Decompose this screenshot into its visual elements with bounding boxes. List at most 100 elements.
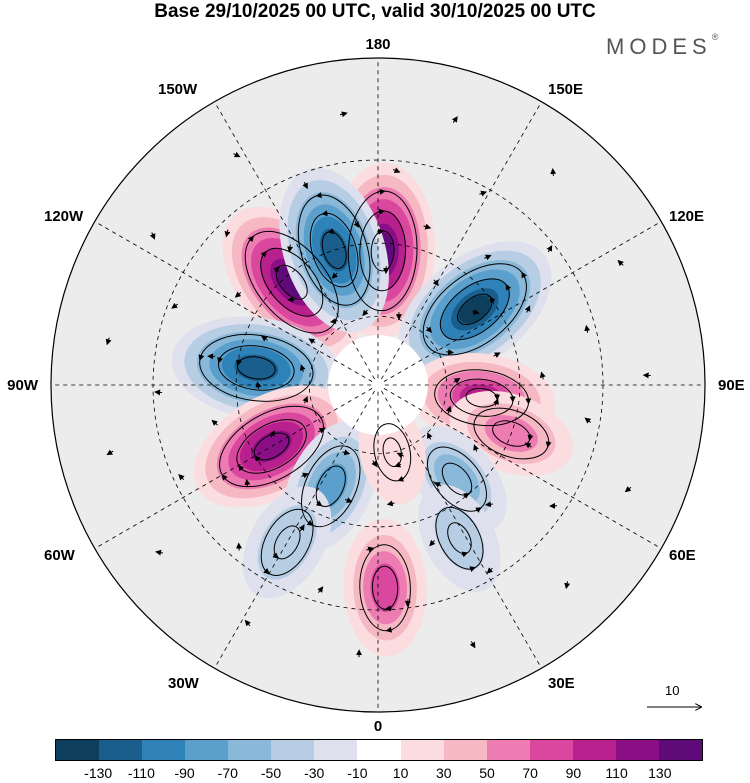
anomaly-field (171, 162, 574, 657)
lon-label-120w: 120W (44, 208, 84, 225)
wind-vector (396, 452, 405, 459)
colorbar-tick-label: -90 (174, 765, 195, 781)
streamline-arrow (377, 208, 386, 215)
meridian-line (94, 221, 373, 382)
lon-label-90e: 90E (718, 377, 745, 394)
wind-vector (154, 389, 163, 396)
streamline-arrow (527, 434, 534, 442)
wind-vector (429, 539, 436, 547)
streamline-arrow (469, 566, 476, 572)
wind-vector (362, 309, 369, 317)
wind-vector (445, 405, 452, 414)
streamline-arrow (397, 475, 405, 482)
wind-vector (299, 364, 306, 373)
wind-vector (233, 151, 241, 158)
graticule (51, 58, 705, 712)
wind-vector (155, 549, 164, 556)
wind-vector (427, 432, 433, 440)
wind-vector (486, 567, 494, 574)
colorbar-tick-label: -10 (347, 765, 368, 781)
meridian-line (381, 101, 542, 380)
streamline-arrow (260, 250, 267, 258)
colorbar-tick-label: -30 (304, 765, 325, 781)
colorbar-segment (142, 740, 186, 760)
wind-vector (318, 428, 326, 434)
colorbar-segment (56, 740, 100, 760)
wind-vector (261, 335, 268, 342)
wind-vector (339, 111, 348, 118)
wind-vector (301, 472, 309, 479)
wind-vector (331, 272, 338, 279)
streamline-arrow (238, 464, 245, 472)
wind-vector (371, 460, 378, 468)
lon-label-60w: 60W (44, 547, 75, 564)
wind-vector (329, 318, 338, 325)
wind-vector (234, 291, 242, 298)
meridian-line (214, 390, 375, 669)
wind-vector (149, 232, 156, 240)
wind-vector (302, 395, 309, 404)
wind-vector (484, 254, 492, 261)
wind-vector (342, 449, 351, 456)
wind-vector (392, 167, 401, 174)
wind-vector (617, 259, 624, 267)
streamline-arrow (545, 440, 552, 448)
streamline-arrow (254, 455, 261, 462)
colorbar-tick-label: 90 (565, 765, 582, 781)
registered-mark: ® (711, 32, 719, 42)
streamline-arrow (263, 568, 270, 575)
lon-label-150w: 150W (158, 81, 198, 98)
modes-logo: MODES® (606, 32, 719, 60)
anomaly-ridge-0E (343, 518, 427, 657)
lon-label-120e: 120E (669, 208, 705, 225)
wind-vector (353, 220, 360, 228)
colorbar-segment (271, 740, 315, 760)
lon-label-30e: 30E (548, 675, 575, 692)
streamline-arrow (384, 605, 392, 612)
meridian-line (383, 221, 662, 382)
colorbar-tick-label: -110 (127, 765, 155, 781)
lon-label-90w: 90W (7, 377, 38, 394)
streamline-arrow (221, 474, 228, 481)
polar-map (50, 57, 706, 713)
streamline-arrow (509, 395, 516, 403)
wind-vector (255, 381, 262, 390)
wind-vector (469, 641, 476, 649)
colorbar-segment (185, 740, 229, 760)
lon-label-0: 0 (373, 718, 383, 735)
wind-vector (287, 244, 294, 253)
wind-vector (473, 444, 479, 452)
wind-vector (211, 419, 218, 426)
streamline-arrow (306, 519, 314, 526)
streamlines (105, 111, 651, 658)
wind-vector (106, 449, 114, 456)
vector-scale-arrow (647, 700, 705, 714)
wind-vector (366, 546, 375, 553)
pole-no-data (328, 335, 428, 435)
streamline-arrow (490, 296, 496, 303)
wind-vector (524, 442, 532, 449)
lon-label-150e: 150E (548, 81, 584, 98)
wind-vector (178, 473, 185, 481)
streamline-arrow (272, 552, 279, 559)
wind-vector (493, 352, 501, 358)
streamline-arrow (217, 356, 224, 364)
streamline-arrow (475, 507, 482, 513)
colorbar-tick-label: 70 (522, 765, 538, 781)
wind-vector (224, 229, 231, 238)
wind-vector (453, 377, 461, 384)
wind-vector (624, 486, 632, 493)
wind-vector (302, 181, 308, 190)
streamline-arrow (321, 210, 329, 217)
wind-vector (564, 581, 571, 590)
wind-vector (423, 223, 432, 230)
wind-vector (484, 501, 493, 508)
colorbar-segment (314, 740, 358, 760)
colorbar-tick-label: -50 (260, 765, 282, 781)
streamline-arrow (247, 235, 254, 243)
meridian-line (381, 390, 542, 669)
wind-vector (550, 168, 557, 177)
colorbar-tick-label: 10 (392, 765, 409, 781)
latitude-circle (308, 315, 448, 455)
colorbar-tick-label: 130 (648, 765, 672, 781)
